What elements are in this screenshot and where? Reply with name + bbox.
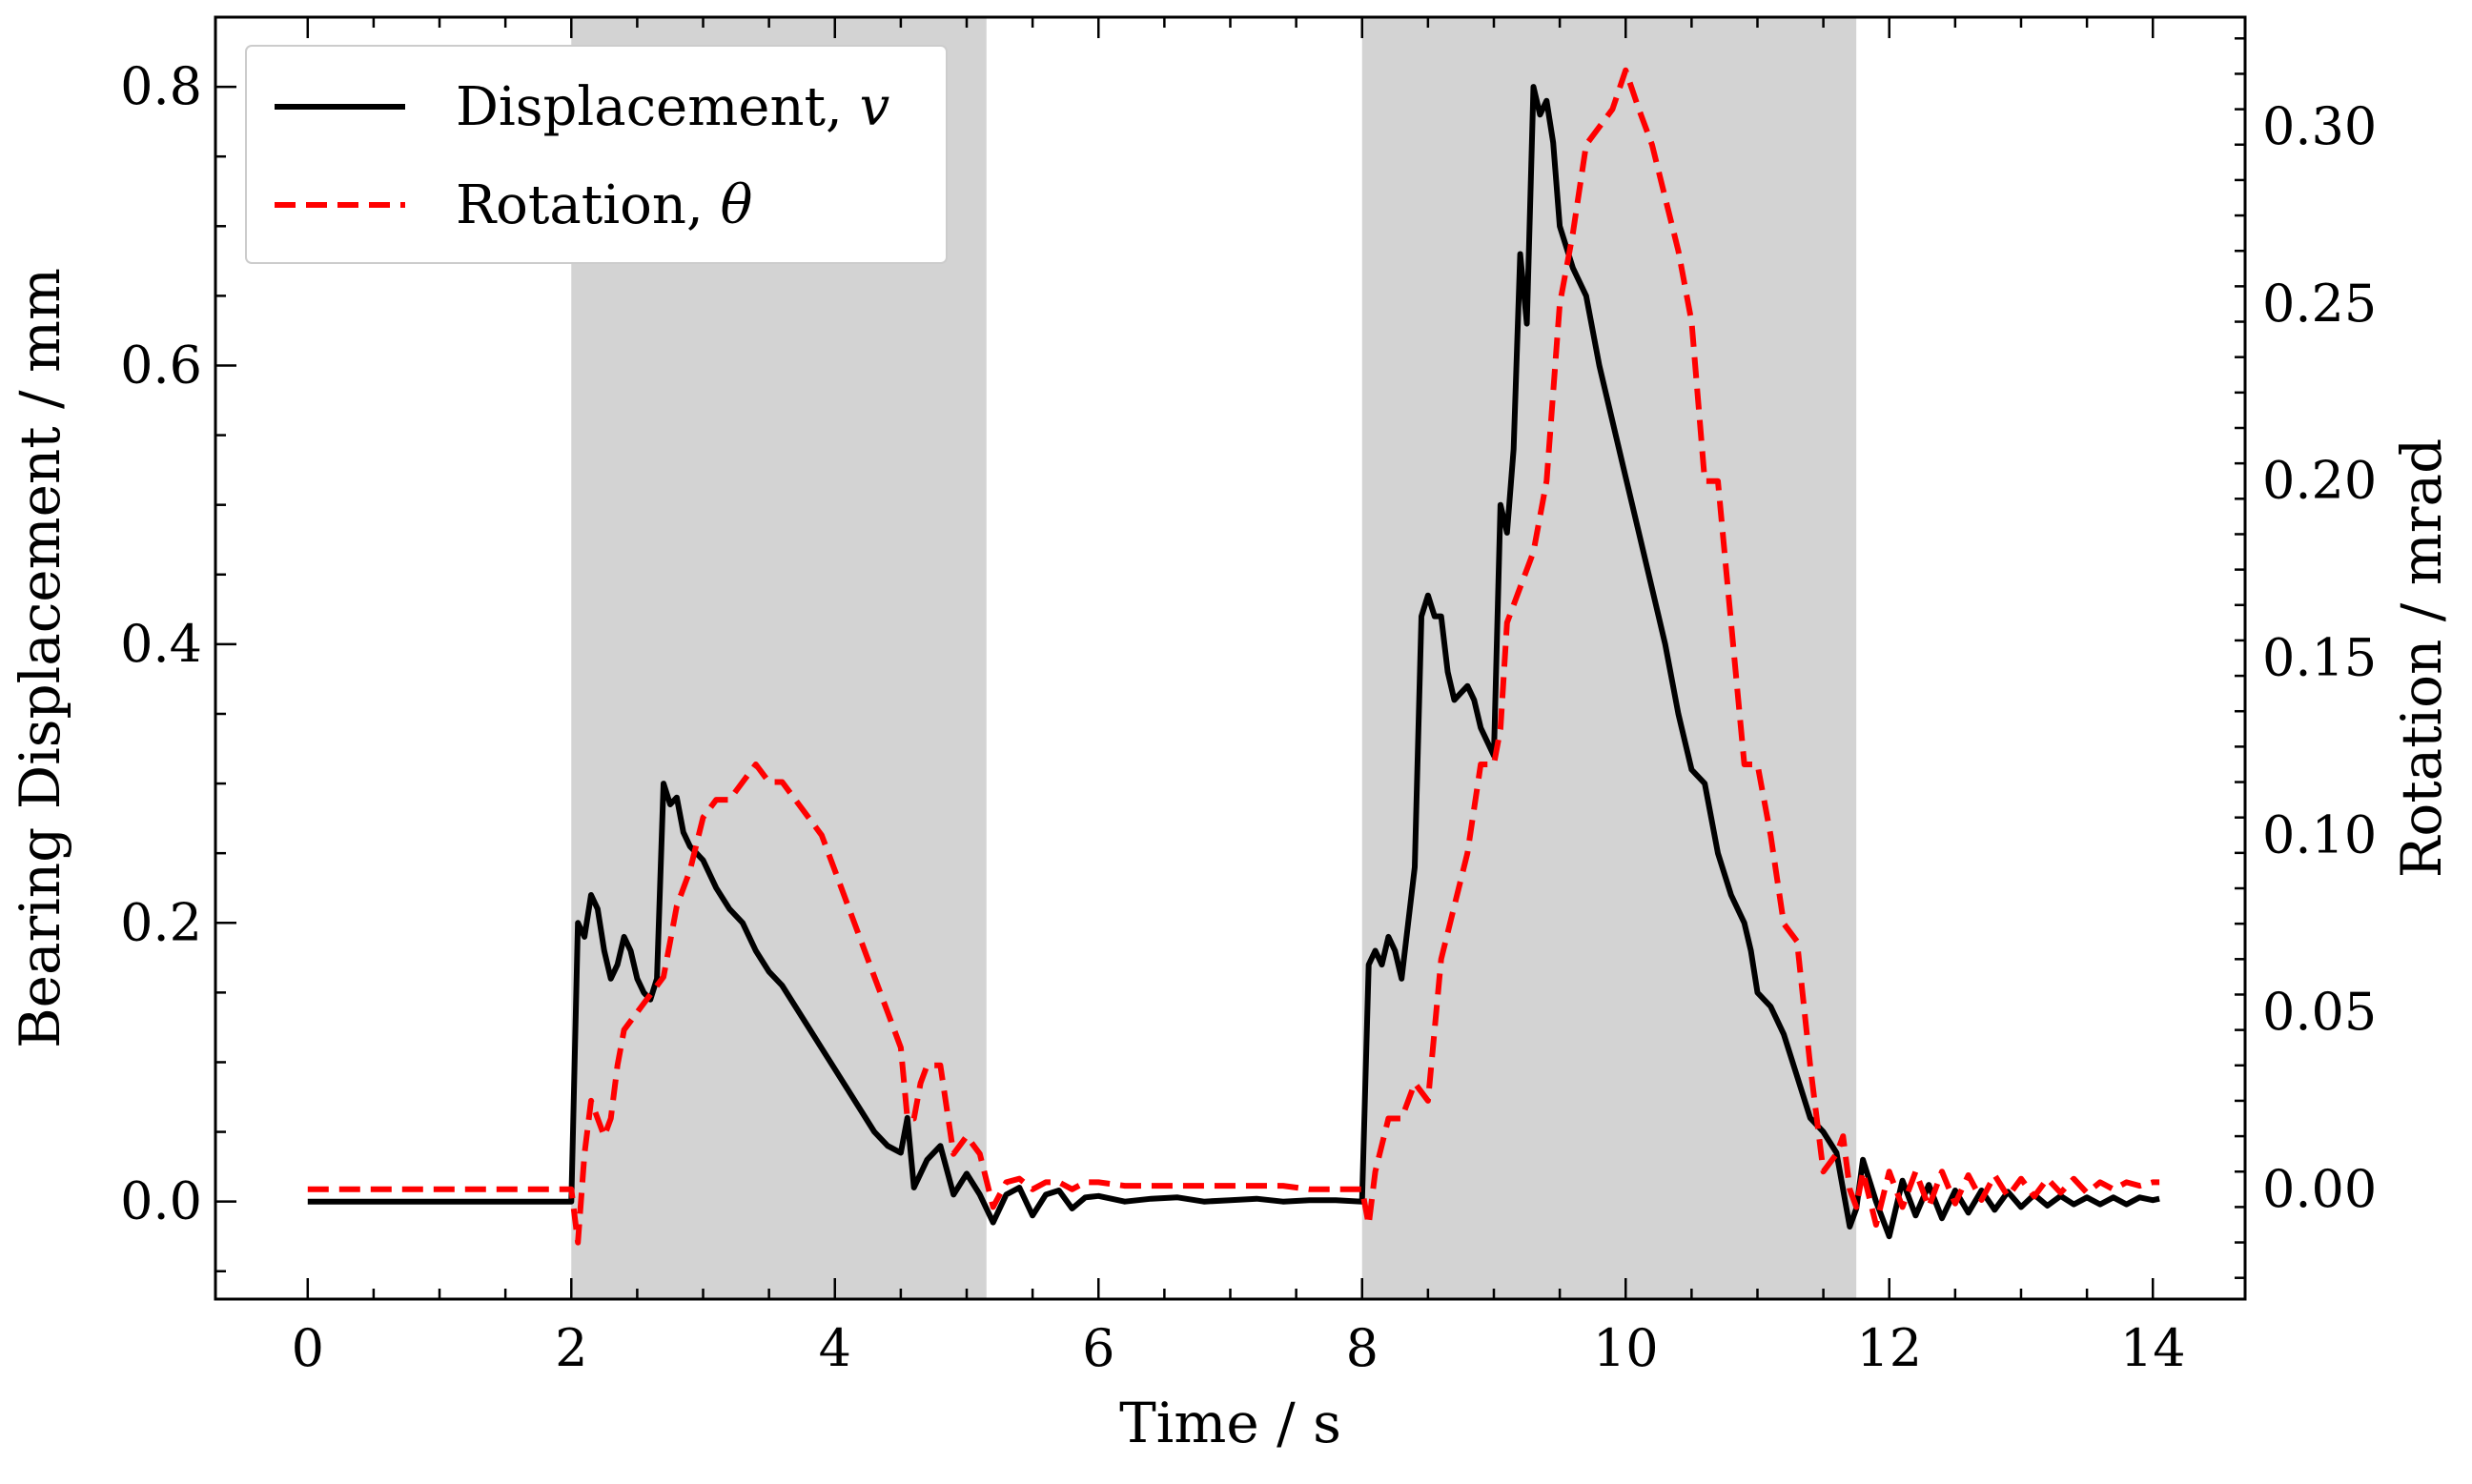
y2-axis-label: Rotation / mrad [2389, 438, 2454, 878]
x-tick-label: 6 [1082, 1318, 1114, 1378]
x-axis-label: Time / s [1119, 1391, 1341, 1455]
legend-entry-displacement-symbol: v [860, 76, 890, 138]
y2-tick-label: 0.00 [2262, 1159, 2377, 1219]
legend: Displacement, v Rotation, θ [245, 45, 948, 264]
y2-tick-label: 0.20 [2262, 451, 2377, 511]
legend-entry-rotation-symbol: θ [721, 174, 753, 236]
shaded-region-1 [1361, 17, 1857, 1299]
y2-tick-label: 0.25 [2262, 274, 2377, 334]
axis-ticks [215, 17, 2245, 1299]
y2-tick-label: 0.05 [2262, 982, 2377, 1042]
legend-entry-rotation-label: Rotation, [456, 174, 721, 236]
x-tick-label: 8 [1346, 1318, 1379, 1378]
series-line-rotation [307, 67, 2160, 1246]
y-tick-label: 0.4 [120, 614, 202, 674]
y-tick-label: 0.2 [120, 892, 202, 952]
x-tick-label: 12 [1856, 1318, 1922, 1378]
legend-entry-displacement-label: Displacement, [456, 76, 860, 138]
y-axis-label: Bearing Displacement / mm [8, 268, 72, 1048]
y-tick-label: 0.6 [120, 335, 202, 395]
x-tick-label: 2 [555, 1318, 587, 1378]
y2-tick-label: 0.10 [2262, 804, 2377, 864]
series-line-displacement [307, 84, 2160, 1240]
series-layer [307, 67, 2160, 1246]
legend-entry-rotation: Rotation, θ [456, 174, 752, 236]
x-tick-label: 0 [292, 1318, 324, 1378]
y2-tick-label: 0.30 [2262, 96, 2377, 156]
x-tick-label: 14 [2120, 1318, 2186, 1378]
y2-tick-labels: 0.00 0.05 0.10 0.15 0.20 0.25 0.30 [2262, 96, 2377, 1219]
x-tick-label: 10 [1593, 1318, 1659, 1378]
x-tick-labels: 0 2 4 6 8 10 12 14 [292, 1318, 2186, 1378]
legend-box [245, 45, 948, 264]
y-tick-label: 0.0 [120, 1171, 202, 1231]
x-tick-label: 4 [819, 1318, 851, 1378]
y2-tick-label: 0.15 [2262, 628, 2377, 688]
y-tick-labels: 0.0 0.2 0.4 0.6 0.8 [120, 56, 202, 1231]
y-tick-label: 0.8 [120, 56, 202, 116]
legend-entry-displacement: Displacement, v [456, 76, 890, 138]
